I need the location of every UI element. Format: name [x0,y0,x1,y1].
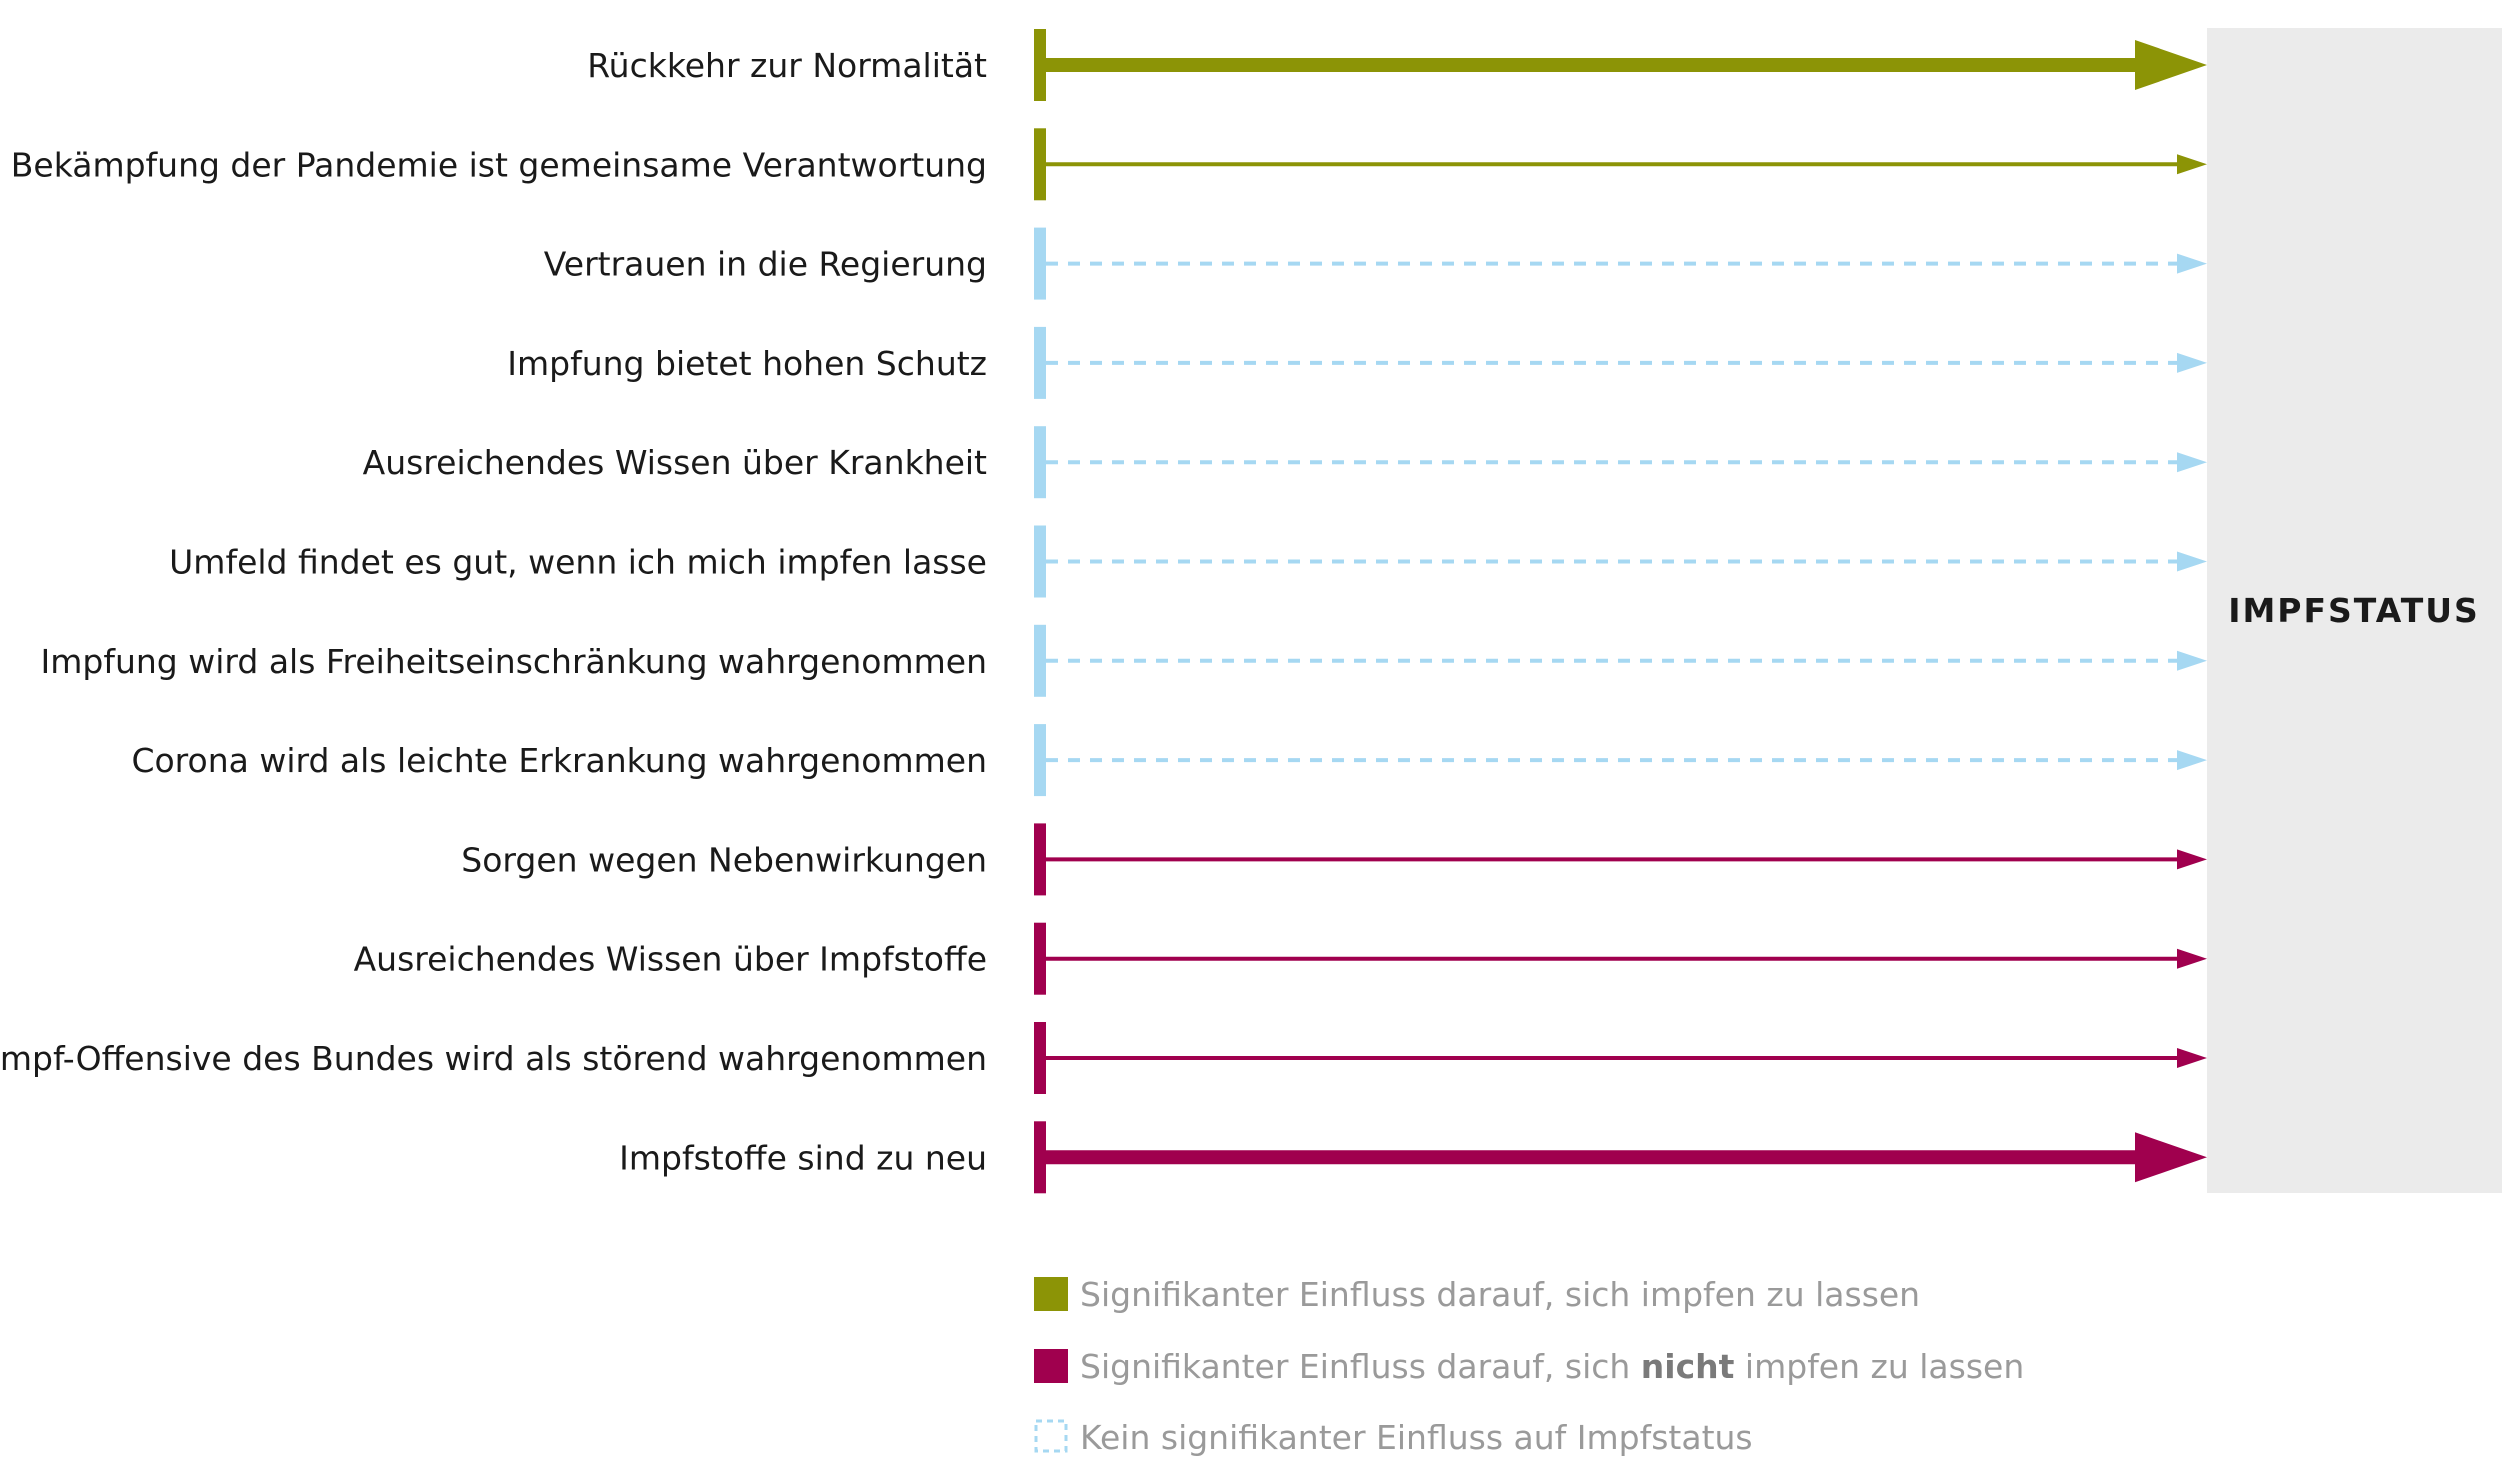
influence-arrow-head [2177,750,2207,771]
factor-rows: Rückkehr zur Normalität Bekämpfung der Pa… [0,29,2207,1194]
factor-start-bar [1034,922,1046,995]
factor-row: Corona wird als leichte Erkrankung wahrg… [131,724,2207,797]
factor-label: Impf-Offensive des Bundes wird als störe… [0,1039,987,1078]
impfstatus-box [2207,28,2502,1193]
factor-start-bar [1034,1121,1046,1194]
influence-arrow-head [2177,154,2207,175]
factor-row: Impfung wird als Freiheitseinschränkung … [41,624,2207,697]
factor-row: Ausreichendes Wissen über Krankheit [363,426,2207,499]
factor-label: Rückkehr zur Normalität [587,46,987,85]
factor-row: Ausreichendes Wissen über Impfstoffe [354,922,2207,995]
factor-label: Sorgen wegen Nebenwirkungen [461,840,987,879]
factor-row: Rückkehr zur Normalität [587,29,2207,101]
factor-label: Vertrauen in die Regierung [544,245,987,284]
factor-row: Vertrauen in die Regierung [544,227,2207,300]
legend-item-none: Kein signifikanter Einfluss auf Impfstat… [1034,1418,1753,1457]
factor-row: Impf-Offensive des Bundes wird als störe… [0,1022,2207,1094]
factor-start-bar [1034,823,1046,896]
factor-row: Impfung bietet hohen Schutz [507,326,2207,399]
impfstatus-label: IMPFSTATUS [2228,591,2480,630]
legend-item-negative: Signifikanter Einfluss darauf, sich nich… [1034,1347,2024,1386]
legend-text-negative-bold: nicht [1641,1347,1735,1386]
influence-arrow-head [2135,1132,2207,1183]
factor-start-bar [1034,29,1046,101]
factor-label: Umfeld findet es gut, wenn ich mich impf… [169,543,987,582]
legend: Signifikanter Einfluss darauf, sich impf… [1034,1275,2024,1457]
factor-start-bar [1034,525,1046,598]
factor-label: Ausreichendes Wissen über Impfstoffe [354,940,987,979]
influence-arrow-head [2177,1048,2207,1068]
factor-start-bar [1034,227,1046,300]
legend-text-negative-start: Signifikanter Einfluss darauf, sich [1080,1347,1641,1386]
factor-start-bar [1034,128,1046,201]
influence-arrow-head [2177,650,2207,671]
factor-row: Sorgen wegen Nebenwirkungen [461,823,2207,896]
factor-start-bar [1034,1022,1046,1094]
legend-swatch-positive [1034,1277,1068,1311]
influence-arrow-head [2177,253,2207,274]
factor-label: Impfung bietet hohen Schutz [507,344,987,383]
factor-start-bar [1034,624,1046,697]
factor-row: Bekämpfung der Pandemie ist gemeinsame V… [11,128,2207,201]
factor-label: Ausreichendes Wissen über Krankheit [363,443,987,482]
legend-swatch-negative [1034,1349,1068,1383]
factor-row: Umfeld findet es gut, wenn ich mich impf… [169,525,2207,598]
legend-item-positive: Signifikanter Einfluss darauf, sich impf… [1034,1275,1920,1314]
influence-arrow-head [2177,551,2207,572]
legend-text-negative: Signifikanter Einfluss darauf, sich nich… [1080,1347,2024,1386]
influence-arrow-head [2177,849,2207,870]
factor-label: Corona wird als leichte Erkrankung wahrg… [131,741,987,780]
legend-text-positive: Signifikanter Einfluss darauf, sich impf… [1080,1275,1920,1314]
factor-label: Impfstoffe sind zu neu [619,1138,987,1177]
influence-arrow-head [2177,452,2207,473]
legend-text-none: Kein signifikanter Einfluss auf Impfstat… [1080,1418,1753,1457]
influence-arrow-head [2135,40,2207,90]
factor-label: Impfung wird als Freiheitseinschränkung … [41,642,987,681]
legend-swatch-none [1034,1419,1068,1453]
influence-arrow-head [2177,948,2207,969]
legend-text-negative-end: impfen zu lassen [1734,1347,2024,1386]
factor-row: Impfstoffe sind zu neu [619,1121,2207,1194]
factor-label: Bekämpfung der Pandemie ist gemeinsame V… [11,145,987,184]
influence-arrow-head [2177,352,2207,373]
factor-start-bar [1034,724,1046,797]
factor-start-bar [1034,326,1046,399]
factor-start-bar [1034,426,1046,499]
